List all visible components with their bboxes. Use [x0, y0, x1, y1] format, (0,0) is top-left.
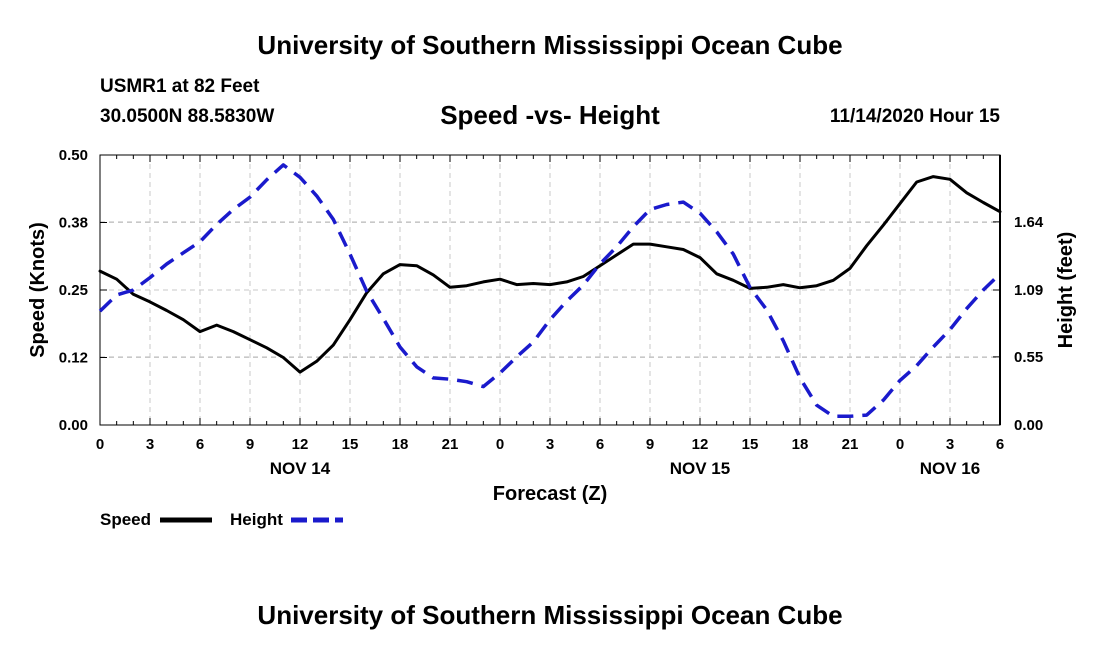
y2-tick-label: 0.55: [1014, 349, 1043, 366]
date-label: NOV 16: [920, 459, 980, 478]
x-tick-label: 15: [742, 436, 759, 453]
x-axis-title: Forecast (Z): [493, 483, 607, 505]
speed-series-line: [98, 175, 1002, 374]
y-tick-label: 0.38: [59, 215, 88, 232]
x-tick-label: 0: [496, 436, 504, 453]
date-label: NOV 14: [270, 459, 331, 478]
x-tick-label: 18: [792, 436, 809, 453]
legend: Speed Height: [100, 510, 343, 529]
y-tick-label: 0.25: [59, 282, 88, 299]
chart-title-top: University of Southern Mississippi Ocean…: [257, 30, 843, 60]
y2-tick-label: 1.09: [1014, 282, 1043, 299]
x-tick-label: 3: [546, 436, 554, 453]
x-tick-label: 12: [292, 436, 309, 453]
x-tick-label: 18: [392, 436, 409, 453]
forecast-datetime: 11/14/2020 Hour 15: [829, 106, 1000, 127]
date-label: NOV 15: [670, 459, 730, 478]
axis-labels: 0 3 6 9 12 15 18 21 0 3 6 9 12 15 18 21 0 3 6 NOV 14 NOV 15 N…: [27, 147, 1077, 505]
x-tick-label: 6: [596, 436, 604, 453]
x-tick-label: 0: [96, 436, 104, 453]
x-tick-label: 6: [996, 436, 1004, 453]
x-tick-label: 15: [342, 436, 359, 453]
axes: [99, 154, 1001, 426]
legend-speed-label: Speed: [100, 510, 151, 529]
x-tick-label: 12: [692, 436, 709, 453]
y-tick-label: 0.12: [59, 350, 88, 367]
x-tick-label: 3: [146, 436, 154, 453]
x-tick-label: 21: [442, 436, 459, 453]
chart-title-bottom: University of Southern Mississippi Ocean…: [257, 600, 843, 630]
chart-subtitle: Speed -vs- Height: [440, 100, 660, 130]
y-tick-label: 0.00: [59, 417, 88, 434]
x-tick-label: 9: [246, 436, 254, 453]
x-tick-label: 3: [946, 436, 954, 453]
x-tick-label: 0: [896, 436, 904, 453]
height-series-line: [98, 163, 1002, 419]
y2-tick-label: 1.64: [1014, 214, 1044, 231]
x-tick-label: 6: [196, 436, 204, 453]
station-label: USMR1 at 82 Feet: [100, 76, 260, 97]
y2-tick-label: 0.00: [1014, 417, 1043, 434]
x-tick-label: 21: [842, 436, 859, 453]
series-lines: [98, 163, 1002, 419]
station-coords: 30.0500N 88.5830W: [100, 106, 275, 127]
x-tick-label: 9: [646, 436, 654, 453]
legend-height-label: Height: [230, 510, 283, 529]
y-tick-label: 0.50: [59, 147, 88, 164]
y2-axis-title: Height (feet): [1055, 232, 1077, 349]
y-axis-title: Speed (Knots): [27, 222, 49, 358]
grid-lines: [100, 155, 1000, 425]
